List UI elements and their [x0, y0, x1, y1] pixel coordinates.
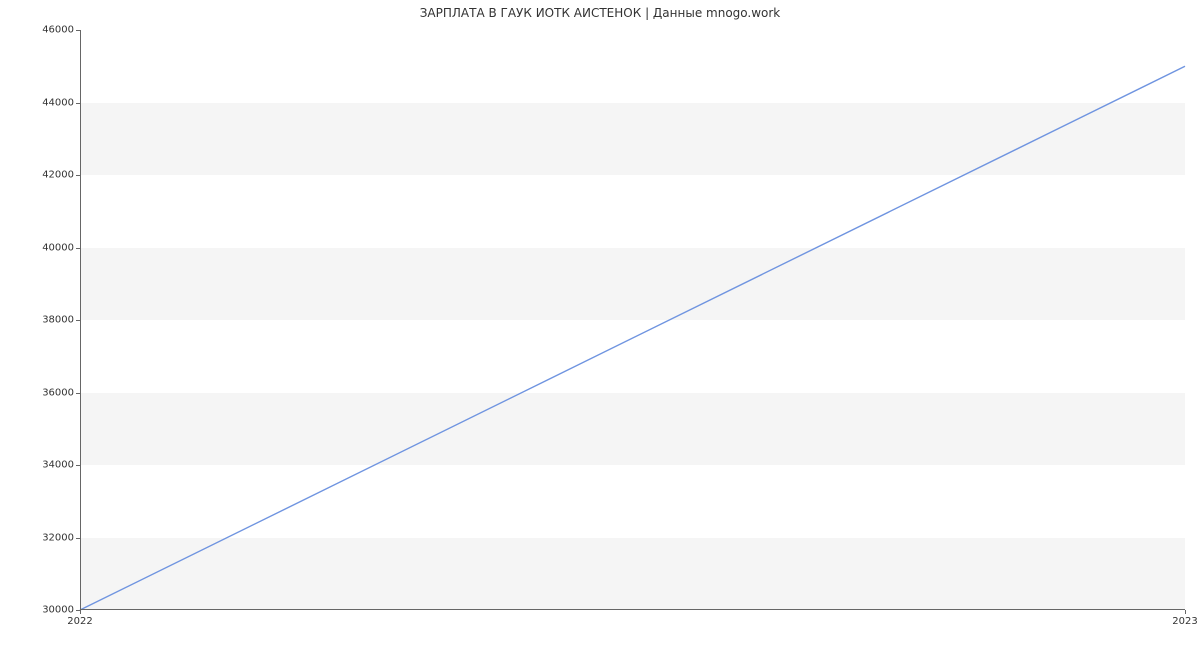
y-tick-label: 32000: [42, 532, 80, 543]
y-tick-label: 46000: [42, 25, 80, 36]
y-tick-label: 44000: [42, 97, 80, 108]
y-tick-label: 40000: [42, 242, 80, 253]
series-line: [80, 66, 1185, 610]
y-tick-label: 42000: [42, 170, 80, 181]
chart-title: ЗАРПЛАТА В ГАУК ИОТК АИСТЕНОК | Данные m…: [0, 6, 1200, 20]
x-tick-mark: [1185, 610, 1186, 614]
salary-line-chart: ЗАРПЛАТА В ГАУК ИОТК АИСТЕНОК | Данные m…: [0, 0, 1200, 650]
y-tick-label: 38000: [42, 315, 80, 326]
y-axis-line: [80, 30, 81, 610]
x-tick-mark: [80, 610, 81, 614]
y-tick-label: 34000: [42, 460, 80, 471]
plot-area: 3000032000340003600038000400004200044000…: [80, 30, 1185, 610]
line-layer: [80, 30, 1185, 610]
y-tick-label: 36000: [42, 387, 80, 398]
x-axis-line: [80, 609, 1185, 610]
